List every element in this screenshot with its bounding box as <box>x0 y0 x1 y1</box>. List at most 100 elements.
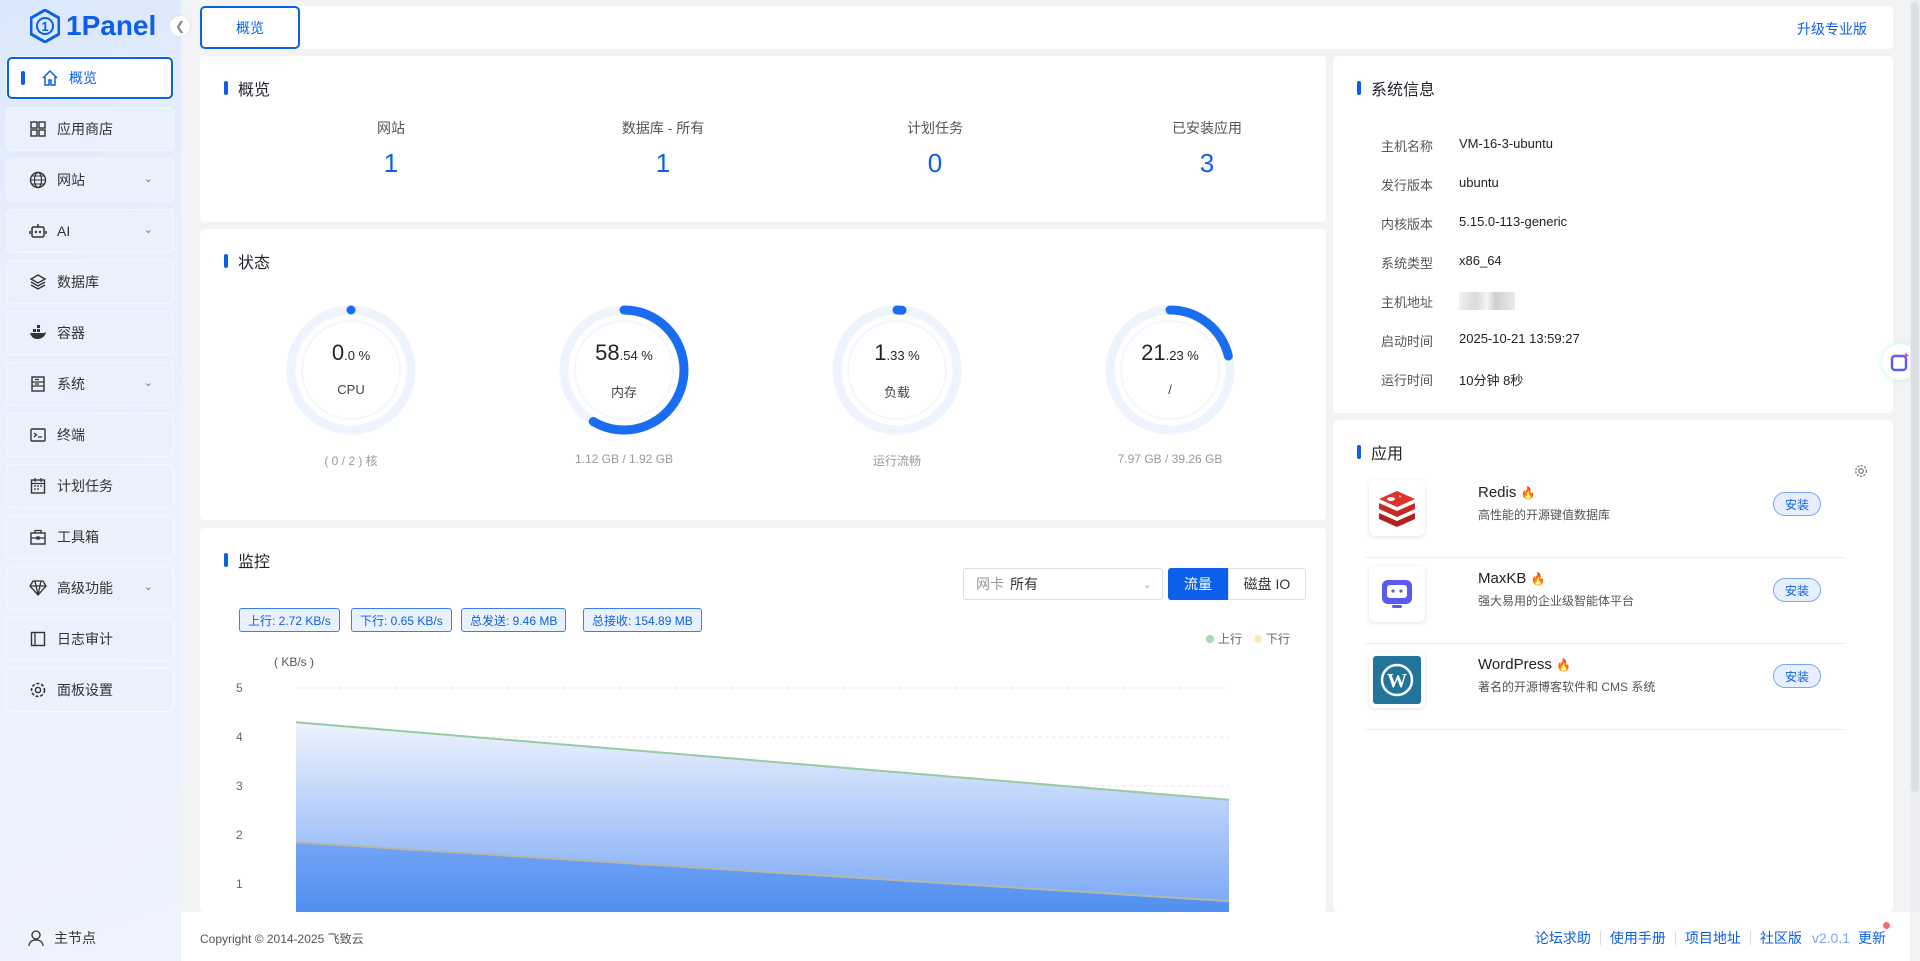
app-item[interactable]: MaxKB 🔥 强大易用的企业级智能体平台 安装 <box>1365 558 1845 644</box>
footer-link[interactable]: 论坛求助 <box>1534 930 1591 946</box>
sidebar-item-label: 数据库 <box>57 274 99 290</box>
gauge-ring <box>286 305 416 435</box>
install-button[interactable]: 安装 <box>1773 492 1821 516</box>
collapse-sidebar-button[interactable]: ❮ <box>169 15 191 37</box>
sidebar-item-10[interactable]: 高级功能 ⌄ <box>7 567 173 609</box>
update-link[interactable]: 更新 <box>1858 922 1890 948</box>
footer-link[interactable]: 使用手册 <box>1609 930 1666 946</box>
stat-value[interactable]: 3 <box>1199 148 1215 178</box>
footer-link[interactable]: 项目地址 <box>1684 930 1741 946</box>
tab-overview[interactable]: 概览 <box>200 6 300 49</box>
sidebar-item-11[interactable]: 日志审计 <box>7 618 173 660</box>
nic-value: 所有 <box>1010 576 1038 592</box>
gauge-value: 0.0 % <box>331 340 371 365</box>
app-name-row: Redis 🔥 <box>1478 484 1535 501</box>
overview-card: 概览 网站 1 数据库 - 所有 1 计划任务 0 已安装应用 3 <box>200 56 1326 222</box>
diamond-icon <box>29 579 47 597</box>
stat-value[interactable]: 0 <box>927 148 943 178</box>
hot-flame-icon: 🔥 <box>1520 486 1536 500</box>
sidebar-item-4[interactable]: 数据库 <box>7 261 173 303</box>
chevron-left-icon: ❮ <box>174 19 186 33</box>
log-icon <box>29 630 47 648</box>
info-row: 启动时间 2025-10-21 13:59:27 <box>1381 331 1580 350</box>
home-icon <box>41 69 59 87</box>
sidebar-item-3[interactable]: AI ⌄ <box>7 210 173 252</box>
app-name-row: MaxKB 🔥 <box>1478 570 1545 587</box>
card-title: 应用 <box>1357 440 1403 464</box>
sidebar-item-label: 系统 <box>57 376 85 392</box>
info-key: 运行时间 <box>1381 373 1434 388</box>
info-value: x86_64 <box>1459 253 1502 268</box>
overview-stat[interactable]: 计划任务 0 <box>835 118 1035 179</box>
user-icon <box>28 930 44 946</box>
upgrade-link[interactable]: 升级专业版 <box>1797 21 1867 37</box>
svg-text:1: 1 <box>41 19 48 34</box>
tab-disk-io[interactable]: 磁盘 IO <box>1228 568 1306 600</box>
sidebar-nav: 概览 应用商店 网站 ⌄ AI ⌄ 数据库 容器 系统 ⌄ 终端 计划任务 工具箱 高级功能 ⌄ 日志审计 面板… <box>7 57 173 720</box>
app-name: Redis <box>1478 484 1517 501</box>
traffic-badge: 上行: 2.72 KB/s <box>239 608 340 632</box>
maxkb-logo-icon <box>1369 566 1425 622</box>
install-button[interactable]: 安装 <box>1773 578 1821 602</box>
sidebar-item-5[interactable]: 容器 <box>7 312 173 354</box>
app-description: 高性能的开源键值数据库 <box>1478 508 1611 522</box>
sidebar-item-7[interactable]: 终端 <box>7 414 173 456</box>
nic-select[interactable]: 网卡 所有 ⌄ <box>963 568 1163 600</box>
install-button[interactable]: 安装 <box>1773 664 1821 688</box>
stat-value[interactable]: 1 <box>383 148 399 178</box>
system-info-card: 系统信息 主机名称 VM-16-3-ubuntu 发行版本 ubuntu 内核版本 5.1… <box>1333 56 1893 413</box>
sidebar-item-1[interactable]: 应用商店 <box>7 108 173 150</box>
overview-stat[interactable]: 已安装应用 3 <box>1107 118 1307 179</box>
sidebar-item-label: 计划任务 <box>57 478 113 494</box>
toolbox-icon <box>29 528 47 546</box>
app-item[interactable]: Redis 🔥 高性能的开源键值数据库 安装 <box>1365 472 1845 558</box>
chevron-down-icon: ⌄ <box>143 224 153 236</box>
sidebar-item-6[interactable]: 系统 ⌄ <box>7 363 173 405</box>
sidebar-item-2[interactable]: 网站 ⌄ <box>7 159 173 201</box>
traffic-chart: ( KB/s ) 5 4 3 2 1 <box>236 655 1230 912</box>
redis-logo-icon <box>1369 480 1425 536</box>
gear-icon <box>29 681 47 699</box>
sidebar-item-8[interactable]: 计划任务 <box>7 465 173 507</box>
footer-link[interactable]: 社区版 <box>1759 930 1802 946</box>
gear-icon[interactable] <box>1854 464 1868 478</box>
overview-stat[interactable]: 网站 1 <box>291 118 491 179</box>
node-switch[interactable]: 主节点 <box>28 928 96 948</box>
legend-down[interactable]: 下行 <box>1265 632 1290 646</box>
info-value: 2025-10-21 13:59:27 <box>1459 331 1580 346</box>
gauge-value: 58.54 % <box>595 340 653 365</box>
sidebar-item-0[interactable]: 概览 <box>7 57 173 99</box>
info-value: 5.15.0-113-generic <box>1459 214 1568 229</box>
traffic-badge: 总接收: 154.89 MB <box>583 608 702 632</box>
sidebar-item-label: 网站 <box>57 172 85 188</box>
legend-up[interactable]: 上行 <box>1217 632 1242 646</box>
card-title: 概览 <box>224 76 270 100</box>
sidebar-item-label: AI <box>57 223 71 239</box>
y-tick-label: 3 <box>236 779 243 793</box>
traffic-badge: 总发送: 9.46 MB <box>461 608 567 632</box>
info-row: 系统类型 x86_64 <box>1381 253 1502 272</box>
page-scrollbar[interactable] <box>1910 0 1920 912</box>
y-tick-label: 4 <box>236 730 243 744</box>
tab-traffic[interactable]: 流量 <box>1168 568 1228 600</box>
terminal-icon <box>29 426 47 444</box>
gauge-ring <box>832 305 962 435</box>
stat-value[interactable]: 1 <box>655 148 671 178</box>
stat-label: 数据库 - 所有 <box>621 120 705 136</box>
nic-label: 网卡 <box>976 576 1004 592</box>
sidebar-item-label: 概览 <box>69 70 97 86</box>
y-tick-label: 5 <box>236 681 243 695</box>
robot-icon <box>29 222 47 240</box>
info-key: 系统类型 <box>1381 256 1434 271</box>
app-item[interactable]: W WordPress 🔥 著名的开源博客软件和 CMS 系统 安装 <box>1365 644 1845 730</box>
app-description: 强大易用的企业级智能体平台 <box>1478 594 1635 608</box>
divider <box>1749 931 1751 945</box>
sidebar-item-9[interactable]: 工具箱 <box>7 516 173 558</box>
app-description: 著名的开源博客软件和 CMS 系统 <box>1478 680 1656 694</box>
sidebar-item-12[interactable]: 面板设置 <box>7 669 173 711</box>
overview-stat[interactable]: 数据库 - 所有 1 <box>563 118 763 179</box>
ai-sparkle-icon <box>1890 352 1910 372</box>
update-label: 更新 <box>1858 930 1886 946</box>
info-key: 内核版本 <box>1381 217 1434 232</box>
gauge-label: 负载 <box>883 385 910 400</box>
